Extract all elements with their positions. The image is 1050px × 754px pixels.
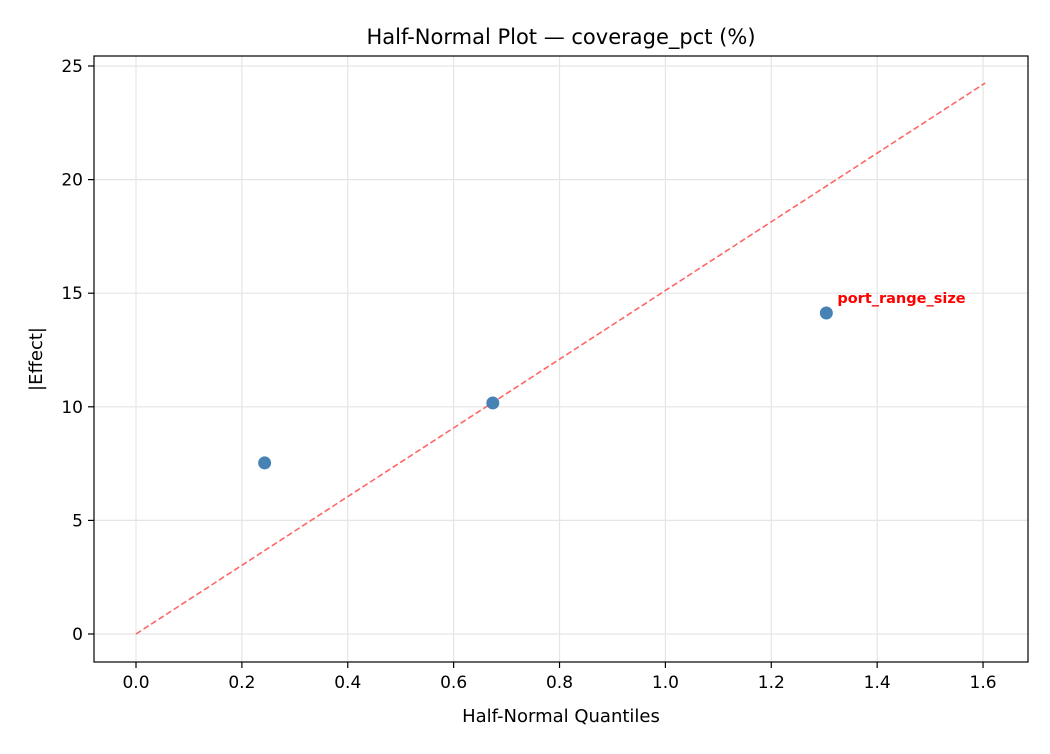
y-tick-label: 15 — [61, 284, 83, 304]
points-group: port_range_size — [258, 291, 966, 470]
y-tick-label: 5 — [72, 511, 83, 531]
y-tick-label: 10 — [61, 398, 83, 418]
x-tick-label: 0.2 — [228, 673, 255, 693]
plot-frame — [93, 55, 1029, 663]
chart-title: Half-Normal Plot — coverage_pct (%) — [366, 25, 755, 50]
x-tick-label: 1.4 — [864, 673, 891, 693]
x-axis-label: Half-Normal Quantiles — [462, 706, 660, 727]
x-tick-label: 0.8 — [546, 673, 573, 693]
reference-line — [135, 82, 986, 635]
x-tick-label: 1.6 — [970, 673, 997, 693]
point-label: port_range_size — [837, 291, 965, 307]
x-tick-label: 0.6 — [440, 673, 467, 693]
x-axis: 0.0 0.2 0.4 0.6 0.8 1.0 1.2 1.4 1.6 — [122, 662, 997, 693]
y-tick-label: 25 — [61, 57, 83, 77]
reference-line-group — [135, 82, 986, 635]
y-axis-label: |Effect| — [26, 327, 47, 391]
y-tick-label: 0 — [72, 625, 83, 645]
y-tick-label: 20 — [61, 171, 83, 191]
data-point — [258, 456, 272, 470]
x-tick-label: 0.0 — [122, 673, 149, 693]
data-point — [819, 306, 833, 320]
x-tick-label: 0.4 — [334, 673, 361, 693]
x-tick-label: 1.2 — [758, 673, 785, 693]
x-tick-label: 1.0 — [652, 673, 679, 693]
y-axis: 0 5 10 15 20 25 — [61, 57, 94, 645]
data-point — [486, 396, 500, 410]
